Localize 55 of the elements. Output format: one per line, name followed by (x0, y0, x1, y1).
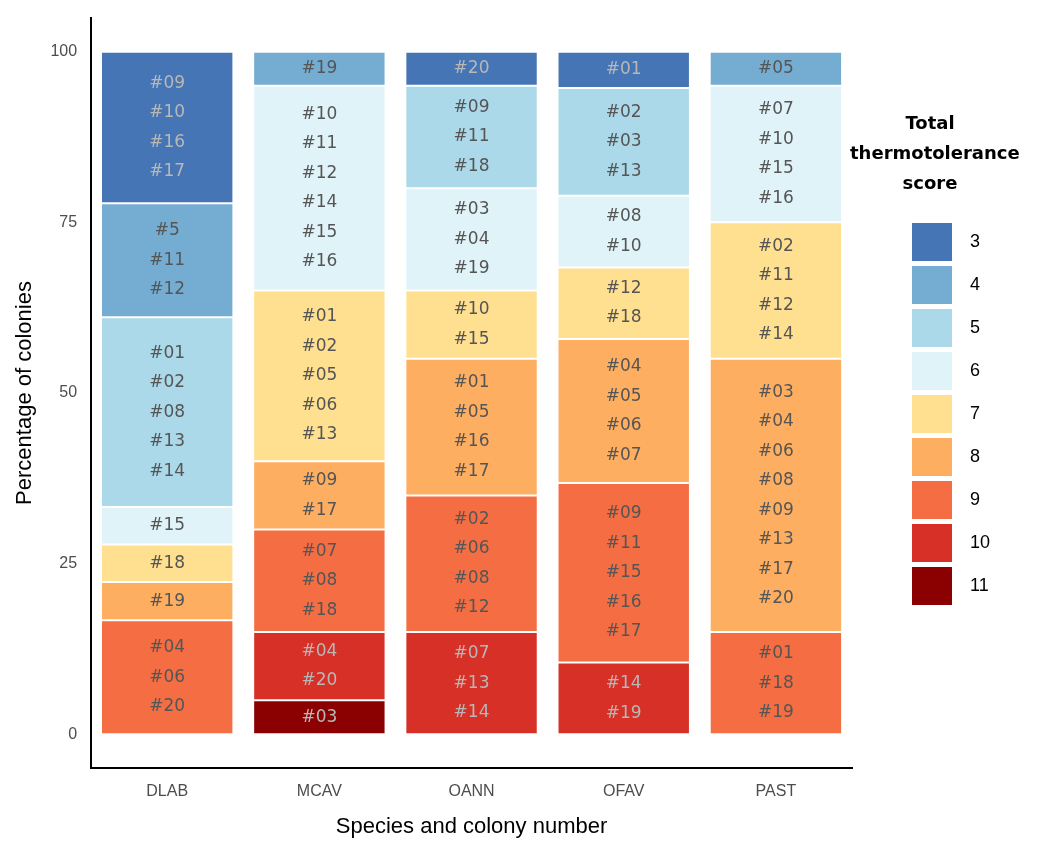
annotation: #09 #17 (301, 469, 338, 519)
x-tick-label: MCAV (296, 782, 343, 800)
legend-label: 4 (970, 274, 981, 295)
annotation: #01 #02 #05 #06 #13 (301, 305, 338, 444)
annotation: #02 #11 #12 #14 (757, 234, 794, 344)
y-tick-label: 75 (59, 212, 78, 230)
y-axis-title: Percentage of colonies (11, 281, 37, 505)
annotation: #01 #02 #08 #13 #14 (149, 341, 186, 480)
annotation: #09 #11 #15 #16 #17 (605, 502, 642, 641)
annotation: #10 #11 #12 #14 #15 #16 (301, 102, 338, 271)
legend-label: 11 (970, 575, 989, 596)
y-tick-label: 0 (68, 724, 78, 742)
x-tick-label: OANN (448, 782, 495, 800)
annotation: #01 #05 #16 #17 (453, 371, 490, 480)
legend-title: Total thermotolerance score (850, 111, 1020, 195)
annotation: #03 #04 #06 #08 #09 #13 #17 #20 (757, 380, 794, 608)
legend-label: 7 (970, 403, 981, 424)
y-tick-label: 100 (50, 42, 78, 60)
legend-label: 6 (970, 360, 981, 381)
annotation: #19 (301, 57, 338, 78)
annotation: #09 #11 #18 (453, 95, 490, 175)
annotation: #07 #08 #18 (301, 539, 338, 619)
annotation: #04 #05 #06 #07 (605, 355, 642, 464)
x-axis-title: Species and colony number (335, 812, 608, 838)
legend-label: 5 (970, 317, 981, 338)
legend-label: 10 (970, 532, 991, 553)
annotation: #08 #10 (605, 205, 642, 255)
annotation: #02 #03 #13 (605, 100, 642, 180)
annotation: #5 #11 #12 (149, 219, 186, 299)
annotation: #02 #06 #08 #12 (453, 507, 490, 617)
annotation: #07 #10 #15 #16 (757, 98, 794, 207)
annotation: #03 #04 #19 (453, 198, 490, 278)
legend-label: 3 (970, 231, 981, 252)
annotation: #07 #13 #14 (453, 642, 490, 721)
y-tick-label: 50 (59, 383, 78, 401)
annotation: #05 (757, 57, 794, 78)
x-tick-label: OFAV (602, 782, 645, 800)
annotation: #19 (149, 589, 186, 610)
annotation: #09 #10 #16 #17 (149, 71, 186, 181)
annotation: #03 (301, 705, 338, 726)
x-tick-label: DLAB (146, 782, 189, 800)
y-tick-label: 25 (59, 554, 78, 572)
legend-label: 9 (970, 489, 981, 510)
x-tick-label: PAST (755, 782, 797, 800)
annotation: #04 #06 #20 (149, 636, 186, 716)
annotation: #20 (453, 57, 490, 78)
legend-label: 8 (970, 446, 981, 467)
annotation: #10 #15 (453, 298, 490, 348)
annotation: #12 #18 (605, 276, 642, 327)
annotation: #04 #20 (301, 639, 338, 690)
annotation: #14 #19 (605, 672, 642, 722)
annotation: #01 (605, 58, 642, 79)
annotation: #18 (149, 551, 186, 572)
annotation: #01 #18 #19 (757, 642, 794, 721)
annotation: #15 (149, 514, 186, 535)
